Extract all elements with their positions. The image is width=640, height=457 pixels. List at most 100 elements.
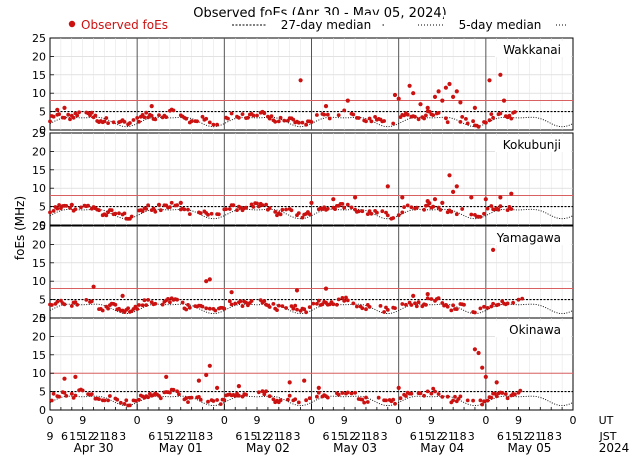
observed-point: [438, 208, 443, 212]
observed-point: [151, 206, 156, 211]
observed-point: [478, 398, 483, 403]
observed-point: [255, 113, 259, 118]
observed-point: [256, 204, 261, 209]
observed-point: [186, 400, 190, 404]
observed-point: [267, 305, 272, 309]
observed-point: [186, 207, 190, 212]
observed-point: [276, 303, 281, 308]
ut-tick-label: 9: [79, 414, 86, 427]
observed-point: [118, 400, 123, 405]
observed-point: [206, 399, 210, 404]
observed-point: [513, 392, 517, 397]
observed-point: [89, 392, 94, 396]
observed-point: [66, 112, 71, 117]
observed-point: [385, 213, 390, 218]
jst-tick-label: 15: [331, 430, 345, 443]
observed-point: [97, 397, 101, 401]
observed-point: [102, 119, 107, 124]
observed-point: [315, 113, 319, 117]
jst-tick-label: 6: [410, 430, 417, 443]
observed-point: [273, 119, 278, 124]
observed-point: [224, 207, 229, 212]
observed-point: [416, 117, 421, 122]
observed-point: [51, 114, 56, 119]
observed-point: [111, 120, 116, 125]
panel-wakkanai: 0 5 10 15 20 25 Wakkanai: [32, 32, 574, 137]
observed-point: [104, 116, 109, 120]
observed-point: [464, 117, 468, 121]
observed-point: [440, 395, 445, 399]
median5-line: [49, 208, 574, 220]
ut-tick-label: 9: [341, 414, 348, 427]
observed-point: [498, 204, 503, 209]
observed-point: [251, 113, 256, 118]
observed-point: [235, 208, 239, 213]
observed-point: [142, 298, 147, 303]
observed-point: [168, 205, 172, 210]
observed-point: [267, 394, 272, 399]
observed-spike-point: [309, 200, 314, 205]
observed-point: [131, 118, 136, 122]
observed-point: [226, 116, 230, 121]
y-tick-label: 20: [32, 50, 46, 63]
station-label: Okinawa: [509, 323, 561, 337]
observed-spike-point: [487, 78, 492, 83]
observed-point: [187, 305, 192, 310]
observed-point: [505, 301, 510, 306]
observed-spike-point: [432, 94, 438, 99]
observed-point: [229, 302, 234, 307]
observed-point: [413, 114, 417, 119]
observed-point: [146, 298, 151, 302]
observed-point: [391, 121, 396, 126]
observed-point: [140, 209, 145, 214]
observed-point: [327, 116, 332, 121]
observed-spike-point: [411, 293, 416, 298]
jst-tick-label: 21: [528, 430, 542, 443]
observed-point: [340, 202, 345, 206]
observed-point: [505, 396, 510, 401]
y-tick-label: 25: [32, 312, 46, 325]
observed-point: [55, 299, 60, 304]
y-tick-label: 10: [32, 87, 46, 100]
observed-point: [400, 302, 405, 306]
jst-tick-label: 6: [148, 430, 155, 443]
observed-point: [465, 398, 470, 403]
jst-tick-label: 15: [505, 430, 519, 443]
observed-point: [49, 398, 54, 403]
observed-point: [378, 304, 383, 308]
observed-point: [244, 205, 249, 210]
observed-point: [509, 207, 514, 211]
observed-point: [189, 395, 194, 400]
observed-point: [414, 205, 419, 210]
observed-spike-point: [472, 105, 477, 110]
observed-point: [496, 207, 501, 212]
observed-point: [238, 299, 243, 303]
observed-point: [79, 205, 83, 210]
observed-spike-point: [345, 98, 350, 103]
observed-point: [409, 205, 414, 210]
observed-spike-point: [494, 380, 499, 385]
observed-point: [307, 396, 312, 401]
station-panels: 0 5 10 15 20 25 Wakkanai 0 5 10 15 20 25 Kokubunji 0 5 1…: [32, 32, 574, 417]
observed-point: [342, 205, 347, 210]
year-label: 2024: [599, 441, 630, 455]
observed-point: [431, 386, 436, 391]
observed-point: [209, 211, 214, 216]
jst-tick-label: 3: [119, 430, 126, 443]
day-label: May 05: [507, 441, 551, 455]
observed-point: [482, 304, 486, 309]
day-label: Apr 30: [74, 441, 114, 455]
observed-point: [144, 110, 149, 115]
observed-spike-point: [120, 293, 125, 298]
ut-tick-label: 9: [515, 414, 522, 427]
observed-point: [215, 398, 220, 402]
observed-point: [364, 119, 368, 124]
observed-point: [307, 305, 312, 309]
observed-point: [229, 111, 234, 116]
station-label-bg: [495, 41, 571, 57]
observed-point: [300, 120, 305, 125]
ut-tick-label: 0: [570, 414, 577, 427]
observed-point: [489, 204, 494, 208]
observed-point: [146, 395, 151, 400]
observed-point: [62, 390, 67, 395]
